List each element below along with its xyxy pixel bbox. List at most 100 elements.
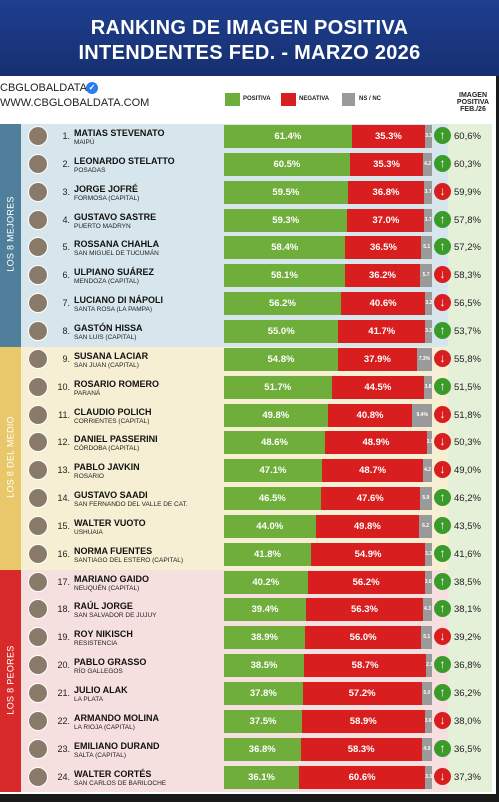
arrow-down-icon: ↓ xyxy=(434,405,451,423)
avatar xyxy=(28,543,48,564)
mayor-city: SAN LUIS (CAPITAL) xyxy=(74,333,137,341)
mayor-name: ROSARIO ROMERO xyxy=(74,378,160,389)
previous-header-line3: FEB./26 xyxy=(460,106,486,113)
negative-bar: 58.9% xyxy=(302,709,425,733)
table-row: 1. MATIAS STEVENATO MAIPÚ 61.4% 35.3% 3.3 ↑ 60,… xyxy=(0,124,496,151)
mayor-name: ROY NIKISCH xyxy=(74,629,133,640)
table-row: 10. ROSARIO ROMERO PARANÁ 51.7% 44.5% 3.8 ↑ 51,… xyxy=(0,375,496,402)
mayor-name: ARMANDO MOLINA xyxy=(74,712,159,723)
rank-number: 16. xyxy=(57,548,70,559)
arrow-down-icon: ↓ xyxy=(434,266,451,284)
positive-bar: 39.4% xyxy=(224,598,306,622)
avatar xyxy=(28,153,48,174)
mayor-name: WALTER CORTÉS xyxy=(74,768,152,779)
ns-bar: 6.2 xyxy=(419,514,432,538)
legend-positive-swatch xyxy=(225,93,240,106)
ns-bar: 5.9 xyxy=(419,487,432,511)
ns-bar: 2.5 xyxy=(426,431,432,455)
previous-rating: 37,3% xyxy=(454,771,481,783)
ns-bar: 5.1 xyxy=(421,236,432,260)
table-row: 18. RAÚL JORGE SAN SALVADOR DE JUJUY 39.4% 5… xyxy=(0,597,496,624)
table-row: 5. ROSSANA CHAHLA SAN MIGUEL DE TUCUMÁN 58.… xyxy=(0,235,496,262)
rank-number: 13. xyxy=(57,465,70,476)
bottom-strip xyxy=(0,794,499,802)
previous-rating: 41,6% xyxy=(454,548,481,560)
avatar xyxy=(28,376,48,397)
avatar xyxy=(28,320,48,341)
negative-bar: 40.8% xyxy=(327,403,413,427)
negative-bar: 40.6% xyxy=(340,292,426,316)
negative-bar: 56.3% xyxy=(305,598,424,622)
table-row: 6. ULPIANO SUÁREZ MENDOZA (CAPITAL) 58.1% 36… xyxy=(0,263,496,290)
rank-number: 11. xyxy=(58,409,70,420)
mayor-city: SAN CARLOS DE BARILOCHE xyxy=(74,779,167,787)
negative-bar: 35.3% xyxy=(349,152,424,176)
chart-title-line2: INTENDENTES FED. - MARZO 2026 xyxy=(78,42,421,64)
negative-bar: 56.2% xyxy=(307,570,425,594)
negative-bar: 37.0% xyxy=(347,208,425,232)
ns-bar: 7.3% xyxy=(416,347,432,371)
rank-number: 20. xyxy=(57,660,70,671)
previous-rating: 39,2% xyxy=(454,632,481,644)
positive-bar: 38.5% xyxy=(224,654,305,678)
positive-bar: 48.6% xyxy=(224,431,326,455)
ns-bar: 4.9 xyxy=(421,737,432,761)
mayor-name: RAÚL JORGE xyxy=(74,601,133,612)
table-row: 9. SUSANA LACIAR SAN JUAN (CAPITAL) 54.8% 37… xyxy=(0,347,496,374)
negative-bar: 48.9% xyxy=(325,431,427,455)
rank-number: 15. xyxy=(57,520,70,531)
positive-bar: 61.4% xyxy=(224,125,352,148)
mayor-city: CÓRDOBA (CAPITAL) xyxy=(74,445,140,453)
brand-url: WWW.CBGLOBALDATA.COM xyxy=(0,97,150,109)
avatar xyxy=(28,599,48,620)
arrow-down-icon: ↓ xyxy=(434,628,451,646)
avatar xyxy=(28,683,48,703)
arrow-up-icon: ↑ xyxy=(434,154,451,172)
negative-bar: 57.2% xyxy=(302,682,422,705)
arrow-up-icon: ↑ xyxy=(434,544,451,562)
table-row: 14. GUSTAVO SAADI SAN FERNANDO DEL VALLE D… xyxy=(0,486,496,513)
table-row: 2. LEONARDO STELATTO POSADAS 60.5% 35.3% 4.2 ↑… xyxy=(0,152,496,179)
rank-number: 6. xyxy=(62,270,70,281)
previous-rating: 51,5% xyxy=(454,381,481,393)
mayor-name: ROSSANA CHAHLA xyxy=(74,239,160,250)
previous-rating: 36,2% xyxy=(454,688,481,699)
table-row: 11. CLAUDIO POLICH CORRIENTES (CAPITAL) 49.… xyxy=(0,403,496,430)
mayor-name: PABLO JAVKIN xyxy=(74,462,140,473)
positive-bar: 40.2% xyxy=(224,570,308,594)
mayor-city: SAN FERNANDO DEL VALLE DE CAT. xyxy=(74,501,188,509)
rank-number: 5. xyxy=(62,242,70,253)
rank-number: 8. xyxy=(62,325,70,336)
negative-bar: 54.9% xyxy=(310,542,426,566)
mayor-name: DANIEL PASSERINI xyxy=(74,434,158,445)
negative-bar: 56.0% xyxy=(304,626,422,650)
arrow-down-icon: ↓ xyxy=(434,461,451,479)
previous-rating: 38,1% xyxy=(454,604,481,616)
table-row: 13. PABLO JAVKIN ROSARIO 47.1% 48.7% 4.2 ↓ 49,0… xyxy=(0,458,496,485)
mayor-name: JORGE JOFRÉ xyxy=(74,183,139,194)
avatar xyxy=(28,571,48,592)
ns-bar: 3.6 xyxy=(424,570,432,594)
negative-bar: 49.8% xyxy=(315,514,420,538)
arrow-up-icon: ↑ xyxy=(434,684,451,701)
mayor-name: LEONARDO STELATTO xyxy=(74,155,175,166)
previous-rating: 36,8% xyxy=(454,660,481,672)
previous-rating: 38,5% xyxy=(454,576,481,588)
avatar xyxy=(28,432,48,453)
mayor-name: LUCIANO DI NÁPOLI xyxy=(74,295,163,306)
ns-bar: 5.0 xyxy=(421,682,432,705)
previous-rating: 58,3% xyxy=(454,270,481,282)
previous-rating: 49,0% xyxy=(454,465,481,477)
legend-positive-label: POSITIVA xyxy=(243,96,271,102)
table-row: 3. JORGE JOFRÉ FORMOSA (CAPITAL) 59.5% 36.8%… xyxy=(0,180,496,207)
previous-rating: 38,0% xyxy=(454,715,481,727)
section-tab xyxy=(0,346,21,570)
arrow-down-icon: ↓ xyxy=(434,349,451,367)
mayor-city: PUERTO MADRYN xyxy=(74,222,131,230)
avatar xyxy=(28,710,48,731)
avatar xyxy=(28,655,48,676)
avatar xyxy=(28,348,48,369)
mayor-city: ROSARIO xyxy=(74,473,104,481)
rank-number: 24. xyxy=(57,771,70,782)
negative-bar: 36.8% xyxy=(347,180,425,204)
